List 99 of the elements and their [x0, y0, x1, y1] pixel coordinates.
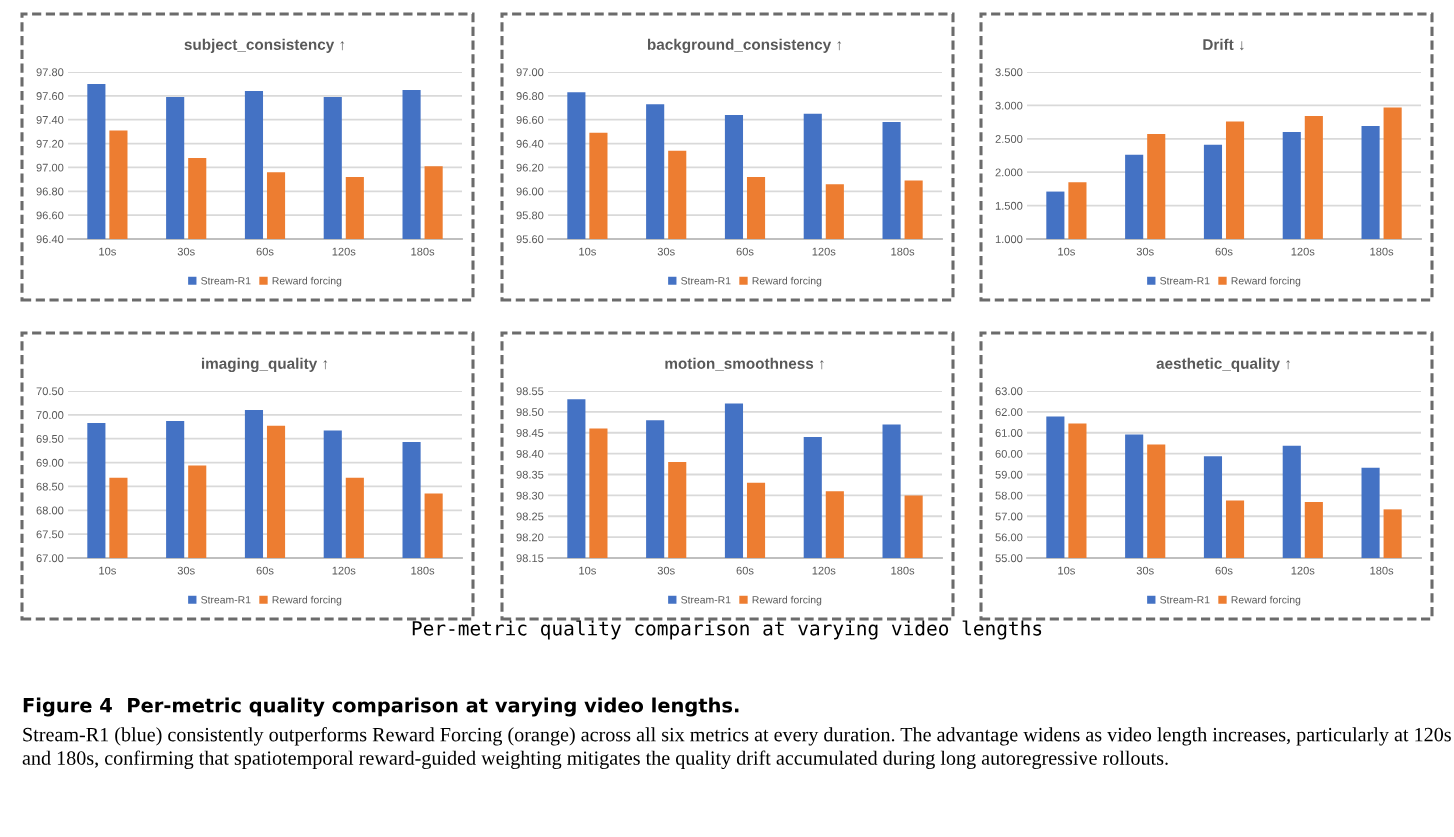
x-tick-label: 60s [256, 566, 274, 575]
y-tick-label: 98.40 [516, 449, 544, 458]
y-tick-label: 57.00 [995, 512, 1023, 521]
x-tick-label: 180s [891, 247, 915, 256]
chart-title: subject_consistency ↑ [184, 38, 345, 53]
y-tick-label: 69.00 [36, 458, 64, 467]
y-tick-label: 96.40 [516, 139, 544, 148]
y-tick-label: 98.15 [516, 554, 544, 563]
x-tick-label: 30s [657, 566, 675, 575]
y-tick-label: 98.35 [516, 470, 544, 479]
x-tick-label: 120s [332, 247, 356, 256]
x-tick-label: 120s [812, 566, 836, 575]
chart-title: Drift ↓ [1203, 38, 1244, 51]
y-tick-label: 96.60 [516, 115, 544, 124]
x-tick-label: 60s [1215, 247, 1233, 256]
y-tick-label: 96.40 [36, 235, 64, 244]
x-tick-label: 60s [736, 566, 754, 575]
x-tick-label: 10s [579, 566, 596, 575]
y-tick-label: 95.60 [516, 235, 544, 244]
chart-title: motion_smoothness ↑ [665, 357, 824, 371]
y-tick-label: 59.00 [995, 470, 1023, 479]
x-tick-label: 10s [1058, 566, 1075, 575]
y-tick-label: 96.80 [36, 187, 64, 196]
legend-label: Stream-R1 [201, 277, 251, 285]
y-tick-label: 96.00 [516, 187, 544, 196]
x-tick-label: 10s [99, 566, 116, 575]
y-tick-label: 56.00 [995, 533, 1023, 542]
y-tick-label: 97.00 [516, 68, 544, 77]
y-tick-label: 61.00 [995, 429, 1023, 437]
legend-label: Reward forcing [1231, 595, 1301, 606]
y-tick-label: 98.25 [516, 512, 544, 521]
y-tick-label: 60.00 [995, 449, 1023, 458]
y-tick-label: 98.30 [516, 491, 544, 500]
x-tick-label: 120s [1291, 566, 1315, 575]
x-tick-label: 60s [256, 247, 274, 256]
x-tick-label: 10s [99, 247, 116, 256]
x-tick-label: 10s [579, 247, 596, 256]
x-tick-label: 60s [1215, 566, 1233, 575]
y-tick-label: 97.60 [36, 92, 64, 100]
x-tick-label: 30s [177, 566, 195, 575]
y-tick-label: 96.80 [516, 92, 544, 100]
y-tick-label: 3.500 [995, 68, 1023, 77]
legend-label: Reward forcing [752, 595, 822, 606]
y-tick-label: 70.50 [36, 387, 64, 396]
y-tick-label: 96.60 [36, 211, 64, 220]
x-tick-label: 180s [1370, 247, 1394, 256]
caption: Figure 4 Per-metric quality comparison at varying video lengths. [23, 697, 739, 717]
chart-title: aesthetic_quality ↑ [1156, 357, 1290, 372]
y-tick-label: 3.000 [995, 101, 1023, 110]
legend-label: Reward forcing [1231, 276, 1301, 287]
y-tick-label: 1.000 [995, 235, 1023, 244]
text: Stream-R1 (blue) consistently outperforms Reward Forcing (orange) across all six metrics at every duration. The advantage widens as video length increases, particularly at 120s and 180s, confirming that spatiotemporal reward-guided weighting mitigates the quality drift accumulated during long autoregressive rollouts. [22, 727, 1451, 770]
x-tick-label: 120s [1291, 247, 1315, 256]
text: Per-metric quality comparison at varying video lengths [412, 620, 1042, 640]
y-tick-label: 97.40 [36, 115, 64, 124]
y-tick-label: 67.50 [36, 530, 64, 539]
y-tick-label: 68.00 [36, 506, 64, 515]
y-tick-label: 2.500 [995, 135, 1023, 143]
chart-title: background_consistency ↑ [647, 38, 842, 54]
y-tick-label: 63.00 [995, 387, 1023, 396]
chart-title: imaging_quality ↑ [201, 357, 328, 373]
x-tick-label: 180s [411, 566, 435, 575]
y-tick-label: 98.45 [516, 429, 544, 437]
legend-label: Stream-R1 [681, 277, 731, 285]
legend-label: Stream-R1 [1160, 596, 1210, 604]
y-tick-label: 97.80 [36, 68, 64, 77]
x-tick-label: 30s [657, 247, 675, 256]
y-tick-label: 95.80 [516, 211, 544, 220]
y-tick-label: 55.00 [995, 554, 1023, 563]
y-tick-label: 68.50 [36, 482, 64, 491]
y-tick-label: 96.20 [516, 163, 544, 172]
x-tick-label: 180s [411, 247, 435, 256]
legend-label: Stream-R1 [1160, 277, 1210, 285]
y-tick-label: 2.000 [995, 168, 1023, 177]
legend-label: Reward forcing [752, 276, 822, 287]
x-tick-label: 120s [332, 566, 356, 575]
y-tick-label: 1.500 [995, 201, 1023, 210]
y-tick-label: 67.00 [36, 554, 64, 563]
x-tick-label: 60s [736, 247, 754, 256]
x-tick-label: 10s [1058, 247, 1075, 256]
x-tick-label: 180s [1370, 566, 1394, 575]
y-tick-label: 69.50 [36, 434, 64, 443]
x-tick-label: 30s [1136, 247, 1154, 256]
x-tick-label: 30s [177, 247, 195, 256]
y-tick-label: 98.55 [516, 387, 544, 396]
legend-label: Reward forcing [272, 276, 342, 287]
y-tick-label: 98.50 [516, 408, 544, 417]
legend-label: Stream-R1 [681, 596, 731, 604]
x-tick-label: 180s [891, 566, 915, 575]
x-tick-label: 30s [1136, 566, 1154, 575]
y-tick-label: 97.20 [36, 139, 64, 148]
y-tick-label: 62.00 [995, 408, 1023, 417]
y-tick-label: 98.20 [516, 533, 544, 542]
y-tick-label: 58.00 [995, 491, 1023, 500]
legend-label: Reward forcing [272, 595, 342, 606]
y-tick-label: 70.00 [36, 411, 64, 419]
y-tick-label: 97.00 [36, 163, 64, 172]
x-tick-label: 120s [812, 247, 836, 256]
legend-label: Stream-R1 [201, 596, 251, 604]
